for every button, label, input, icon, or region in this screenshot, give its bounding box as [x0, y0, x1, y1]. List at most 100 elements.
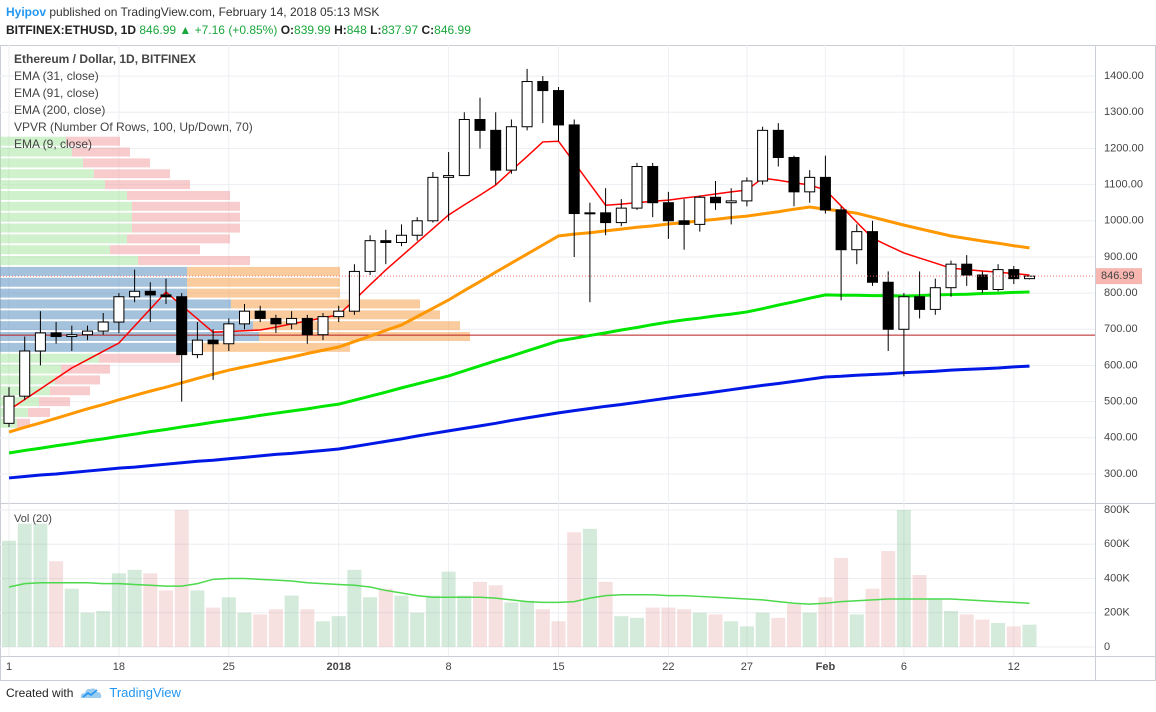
last-price: 846.99	[139, 23, 177, 37]
brand[interactable]: TradingView	[109, 685, 181, 700]
legend-entry: EMA (91, close)	[14, 86, 99, 100]
volume-bar	[755, 612, 770, 647]
x-tick-label: 27	[741, 661, 753, 673]
volume-bar	[661, 607, 676, 647]
candle-body	[364, 240, 376, 272]
candle-body	[741, 180, 753, 202]
candle-body	[757, 129, 769, 182]
vpvr-up	[0, 397, 39, 407]
logo	[81, 687, 102, 698]
x-tick-label: 1	[6, 661, 12, 673]
vpvr-down	[50, 386, 90, 396]
candle-body	[647, 166, 659, 204]
vpvr-up	[0, 234, 127, 244]
volume-bar	[849, 614, 864, 647]
volume-bar	[551, 621, 566, 647]
y-tick-label: 600.00	[1104, 359, 1138, 371]
vpvr-down	[83, 158, 150, 168]
footer: Created with TradingView	[6, 685, 181, 700]
candle-body	[600, 212, 612, 224]
close-value: 846.99	[434, 23, 471, 37]
vpvr-up	[0, 223, 132, 233]
y-tick-label: 400.00	[1104, 432, 1138, 444]
vpvr-down	[94, 169, 170, 179]
candle-body	[443, 175, 455, 178]
candle-body	[678, 220, 690, 225]
author[interactable]: Hyipov	[6, 5, 47, 19]
vpvr-down	[110, 245, 200, 255]
logo-line	[82, 688, 98, 698]
high-value: 848	[346, 23, 367, 37]
y-tick-label: 800K	[1104, 504, 1130, 516]
candle-body	[3, 395, 15, 424]
candle-body	[553, 90, 564, 126]
change: ▲ +7.16 (+0.85%)	[179, 23, 278, 37]
volume-bar	[645, 607, 660, 647]
volume-bar	[582, 528, 597, 647]
candle-body	[286, 317, 298, 325]
vpvr-down	[193, 342, 350, 352]
candle-body	[772, 129, 784, 158]
candle-body	[19, 350, 31, 397]
volume-bar	[739, 626, 754, 647]
candle-body	[929, 287, 941, 310]
ema-line	[8, 205, 1030, 434]
x-tick-label: 12	[1008, 661, 1020, 673]
volume-bar	[944, 610, 958, 647]
vpvr-down	[17, 418, 30, 428]
open-key: O:	[280, 23, 295, 37]
vpvr-up	[0, 136, 66, 146]
candle-body	[537, 81, 549, 92]
volume-bar	[2, 540, 16, 647]
vpvr-up	[0, 288, 187, 298]
vpvr-up	[0, 169, 94, 179]
candle-body	[662, 202, 674, 222]
candle-body	[348, 270, 360, 312]
volume-bar	[991, 622, 1006, 647]
candle-body	[1008, 269, 1020, 280]
legend-entry: EMA (200, close)	[14, 103, 105, 117]
vpvr-down	[72, 147, 130, 157]
y-tick-label: 1200.00	[1104, 142, 1144, 154]
y-tick-label: 1300.00	[1104, 106, 1144, 118]
high-key: H:	[334, 23, 347, 37]
vpvr-up	[0, 332, 259, 342]
volume-bar	[143, 573, 158, 647]
y-tick-label: 0	[1104, 641, 1110, 653]
footer-text: Created with	[6, 685, 74, 700]
volume-bar	[473, 581, 487, 647]
vpvr-down	[28, 407, 50, 417]
volume-bar	[347, 569, 362, 647]
vpvr-up	[0, 180, 105, 190]
header: Hyipov published on TradingView.com, Feb…	[6, 3, 471, 39]
candle-body	[882, 281, 894, 330]
volume-bar	[865, 588, 880, 647]
volume-bar	[787, 604, 801, 647]
y-tick-label: 800.00	[1104, 287, 1138, 299]
volume-bar	[111, 573, 126, 647]
vpvr-up	[0, 212, 132, 222]
candle-body	[239, 310, 250, 325]
y-tick-label: 700.00	[1104, 323, 1138, 335]
vpvr-down	[127, 234, 230, 244]
candle-body	[819, 176, 831, 211]
volume-bar	[975, 619, 990, 647]
candle-body	[631, 166, 643, 209]
candle-body	[301, 317, 313, 336]
candle-body	[50, 332, 62, 338]
vpvr-up	[0, 364, 61, 374]
volume-bar	[457, 595, 472, 647]
last-price-box	[1096, 268, 1142, 285]
volume-bar	[300, 609, 315, 647]
candle-body	[976, 274, 988, 290]
candle-body	[223, 323, 235, 345]
candle-body	[411, 220, 423, 236]
candle-body	[788, 156, 800, 193]
open-value: 839.99	[294, 23, 331, 37]
volume-bar	[174, 509, 189, 647]
legend-entry: VPVR (Number Of Rows, 100, Up/Down, 70)	[14, 120, 253, 134]
volume-bar	[410, 612, 425, 647]
candle-body	[82, 330, 93, 336]
candle-body	[129, 290, 141, 298]
vpvr-down	[105, 180, 190, 190]
